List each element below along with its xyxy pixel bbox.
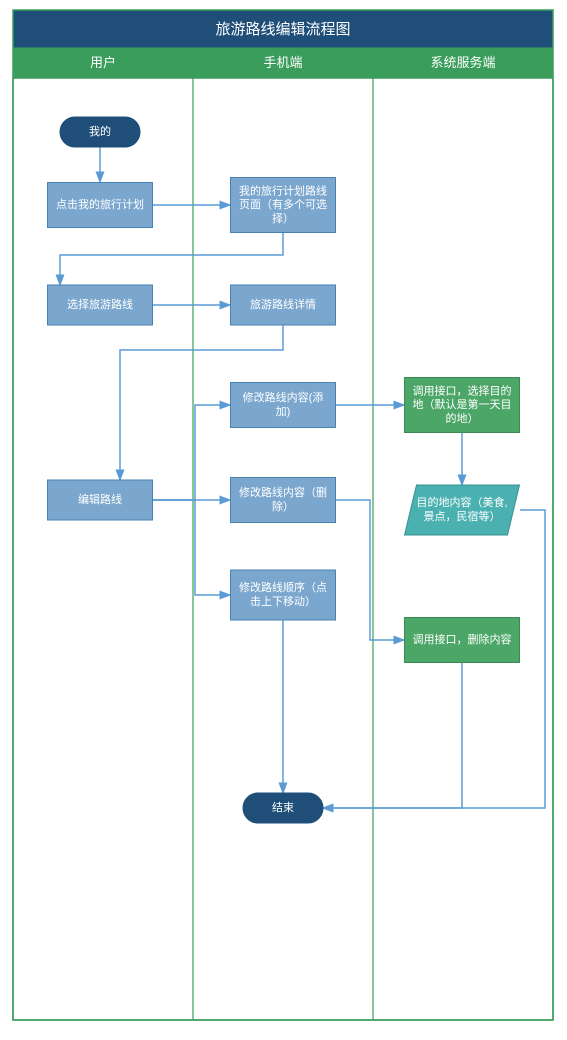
svg-text:旅游路线详情: 旅游路线详情 bbox=[250, 297, 316, 311]
node-edit_route: 编辑路线 bbox=[48, 480, 153, 520]
node-select_route: 选择旅游路线 bbox=[48, 285, 153, 325]
svg-text:手机端: 手机端 bbox=[263, 55, 302, 70]
svg-text:我的: 我的 bbox=[89, 124, 111, 138]
edge-edit_route-mod_add bbox=[152, 405, 230, 500]
diagram-title: 旅游路线编辑流程图 bbox=[215, 21, 350, 38]
svg-text:用户: 用户 bbox=[90, 55, 116, 70]
node-click_plan: 点击我的旅行计划 bbox=[48, 183, 153, 228]
flowchart-svg: 旅游路线编辑流程图用户 手机端 系统服务端我的点击我的旅行计划 我的旅行计划路线页面（… bbox=[0, 0, 567, 1040]
node-dest_content: 目的地内容（美食,景点，民宿等） bbox=[405, 485, 520, 535]
svg-text:编辑路线: 编辑路线 bbox=[78, 492, 122, 506]
svg-text:点击我的旅行计划: 点击我的旅行计划 bbox=[56, 197, 144, 211]
node-mod_del: 修改路线内容（删除） bbox=[231, 478, 336, 523]
node-mod_add: 修改路线内容(添加) bbox=[231, 383, 336, 428]
node-start: 我的 bbox=[60, 117, 140, 147]
node-mod_order: 修改路线顺序（点击上下移动） bbox=[231, 570, 336, 620]
edge-plan_page-select_route bbox=[60, 232, 283, 285]
edge-edit_route-mod_order bbox=[152, 500, 230, 595]
svg-text:修改路线顺序（点击上下移动）: 修改路线顺序（点击上下移动） bbox=[239, 580, 327, 608]
node-end: 结束 bbox=[243, 793, 323, 823]
node-api_dest: 调用接口，选择目的地（默认是第一天目的地） bbox=[405, 378, 520, 433]
edge-mod_del-api_del bbox=[335, 500, 404, 640]
svg-text:调用接口，删除内容: 调用接口，删除内容 bbox=[413, 632, 512, 646]
flowchart-container: 旅游路线编辑流程图用户 手机端 系统服务端我的点击我的旅行计划 我的旅行计划路线页面（… bbox=[0, 0, 567, 1040]
node-plan_page: 我的旅行计划路线页面（有多个可选择） bbox=[231, 178, 336, 233]
node-route_detail: 旅游路线详情 bbox=[231, 285, 336, 325]
svg-text:选择旅游路线: 选择旅游路线 bbox=[67, 297, 133, 311]
svg-text:结束: 结束 bbox=[272, 801, 294, 814]
svg-text:系统服务端: 系统服务端 bbox=[430, 55, 495, 70]
edge-api_del-end bbox=[323, 662, 462, 808]
node-api_del: 调用接口，删除内容 bbox=[405, 618, 520, 663]
svg-text:目的地内容（美食,景点，民宿等）: 目的地内容（美食,景点，民宿等） bbox=[416, 495, 507, 523]
